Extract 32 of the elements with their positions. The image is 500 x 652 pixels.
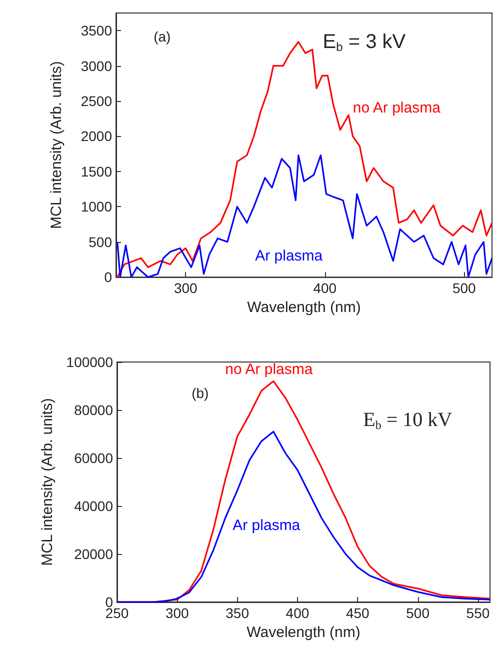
y-tick-label: 2500 [80,93,112,110]
x-tick-label: 400 [286,605,310,621]
series-label: no Ar plasma [225,361,314,378]
y-tick-label: 1000 [80,198,112,215]
x-tick-label: 300 [165,605,190,621]
x-tick-label: 500 [452,280,476,296]
x-tick-label: 500 [406,605,430,621]
y-tick-label: 500 [88,234,112,250]
y-axis-title: MCL intensity (Arb. units) [39,398,56,566]
series-label: no Ar plasma [352,100,442,117]
series-label: Ar plasma [255,248,324,265]
annotation: (a) [154,28,171,44]
y-tick-label: 100000 [66,354,114,370]
x-tick-label: 300 [174,280,198,296]
y-tick-label: 2000 [80,128,112,144]
annotation: (b) [192,385,209,401]
x-tick-label: 350 [226,605,250,621]
y-tick-label: 0 [104,269,112,286]
x-tick-label: 400 [313,280,337,296]
y-tick-label: 60000 [74,450,114,466]
y-axis-title: MCL intensity (Arb. units) [48,61,65,229]
series-label: Ar plasma [232,517,301,534]
y-tick-label: 3000 [80,58,112,74]
x-tick-label: 550 [466,605,490,621]
y-tick-label: 3500 [80,22,112,39]
y-tick-label: 40000 [74,498,114,514]
x-axis-title: Wavelength (nm) [247,299,361,316]
y-tick-label: 1500 [80,163,112,180]
y-tick-label: 80000 [74,402,114,418]
x-tick-label: 450 [346,605,370,621]
x-axis-title: Wavelength (nm) [246,624,360,641]
y-tick-label: 20000 [74,546,114,562]
